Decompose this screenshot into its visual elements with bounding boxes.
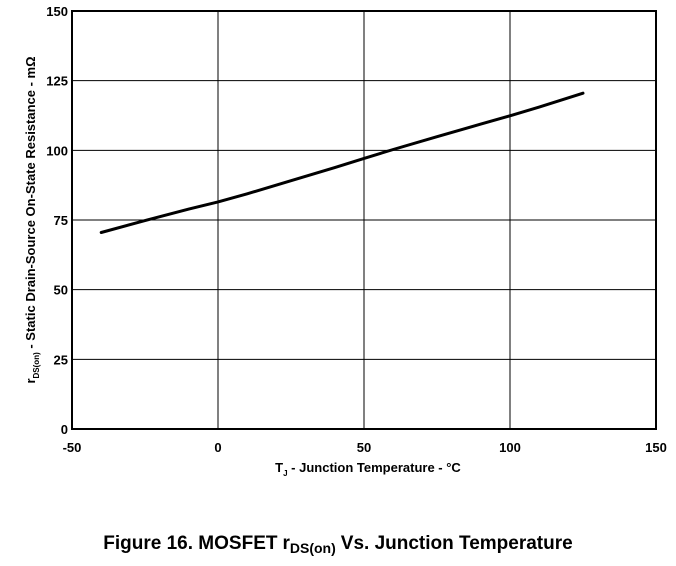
figure-caption: Figure 16. MOSFET rDS(on) Vs. Junction Tem… (0, 533, 676, 556)
x-tick-label: 50 (357, 440, 371, 455)
x-tick-label: 100 (499, 440, 521, 455)
y-tick-label: 25 (54, 352, 68, 367)
y-axis-label-sub: DS(on) (32, 352, 41, 379)
y-tick-label: 100 (46, 143, 68, 158)
y-tick-label: 75 (54, 213, 68, 228)
x-tick-labels: -50 0 50 100 150 (63, 440, 667, 455)
x-tick-label: 150 (645, 440, 667, 455)
y-tick-label: 0 (61, 422, 68, 437)
caption-prefix: Figure 16. MOSFET (103, 533, 278, 554)
x-axis-label: TJ - Junction Temperature - °C (275, 460, 461, 478)
y-axis-label-main: r (23, 378, 38, 383)
series-group (99, 91, 585, 234)
y-tick-label: 150 (46, 4, 68, 19)
x-axis-label-sub: J (283, 469, 287, 478)
series-line (99, 91, 585, 234)
x-axis-label-main: T (275, 460, 283, 475)
grid (72, 11, 656, 429)
y-tick-label: 125 (46, 74, 68, 89)
y-tick-labels: 0 25 50 75 100 125 150 (46, 4, 68, 437)
x-tick-label: 0 (214, 440, 221, 455)
caption-rest: Vs. Junction Temperature (340, 533, 573, 554)
caption-r-sub: DS(on) (289, 540, 336, 556)
y-axis-label: rDS(on) - Static Drain-Source On-State R… (23, 56, 41, 383)
x-axis-label-rest: - Junction Temperature - °C (288, 460, 462, 475)
x-tick-label: -50 (63, 440, 82, 455)
y-tick-label: 50 (54, 283, 68, 298)
caption-r: r (282, 533, 290, 554)
y-axis-label-rest: - Static Drain-Source On-State Resistanc… (23, 56, 38, 352)
plot-frame (71, 10, 657, 430)
